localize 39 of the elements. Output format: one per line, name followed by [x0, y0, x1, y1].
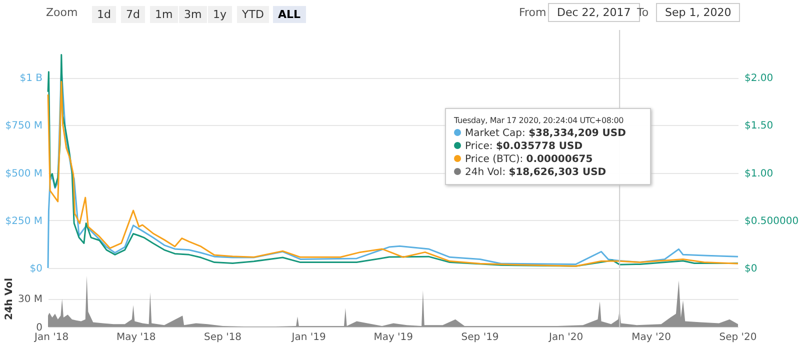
annotation: Market Cap: $38,334,209 USD: [465, 128, 626, 139]
x-tick-label: May '19: [374, 332, 414, 343]
x-tick-label: Sep '20: [719, 332, 757, 343]
text: To: [637, 6, 649, 19]
text: ALL: [273, 6, 306, 23]
x-tick-label: May '20: [632, 332, 671, 343]
x-tick-label: Sep '19: [461, 332, 499, 343]
text: YTD: [237, 6, 269, 23]
annotation: Price (BTC): 0.00000675: [465, 154, 593, 165]
annotation: 24h Vol: $18,626,303 USD: [465, 167, 606, 178]
text: Zoom: [46, 6, 78, 19]
x-tick-label: Sep '18: [204, 332, 242, 343]
y-tick-label: 0: [36, 322, 42, 334]
y-tick-label: $500 M: [5, 168, 42, 180]
x-tick-label: Jan '19: [290, 332, 326, 343]
x-tick-label: May '18: [116, 332, 156, 343]
text: 1d: [92, 6, 116, 23]
x-tick-label: Jan '18: [33, 332, 69, 343]
y2-tick-label: $0.500000: [744, 216, 799, 227]
y2-tick-label: $2.00: [744, 73, 774, 84]
y-axis-title: 24h Vol: [4, 278, 15, 320]
annotation: Price: $0.035778 USD: [465, 141, 583, 152]
x-tick-label: Jan '20: [548, 332, 584, 343]
text: 1y: [208, 6, 232, 23]
y2-tick-label: $0: [744, 264, 758, 274]
text: Dec 22, 2017: [557, 6, 631, 19]
text: 7d: [121, 6, 145, 23]
y-tick-label: $1 B: [20, 73, 43, 84]
text: 3m: [179, 6, 207, 23]
y2-tick-label: $1.00: [744, 168, 774, 180]
y2-tick-label: $1.50: [744, 120, 774, 132]
y-tick-label: $750 M: [5, 120, 42, 132]
text: Sep 1, 2020: [656, 3, 740, 22]
text: 1m: [150, 6, 178, 23]
annotation: Tuesday, Mar 17 2020, 20:24:04 UTC+08:00: [454, 115, 625, 127]
y-tick-label: 30 M: [18, 294, 42, 305]
text: From: [519, 6, 546, 19]
y-tick-label: $250 M: [5, 216, 42, 227]
y-tick-label: $0: [30, 264, 42, 274]
